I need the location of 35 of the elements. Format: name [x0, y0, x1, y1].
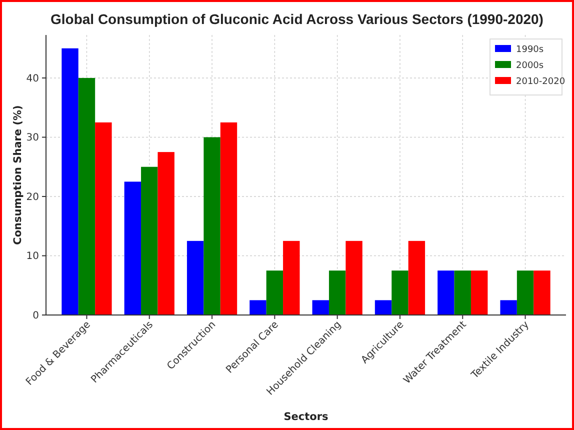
bar	[204, 137, 220, 315]
bar	[158, 152, 174, 315]
bar	[454, 270, 471, 315]
bar	[186, 240, 204, 315]
bar	[438, 270, 454, 315]
bar	[283, 240, 300, 315]
bar	[516, 270, 534, 315]
bar	[141, 166, 158, 315]
bar	[470, 270, 488, 315]
y-tick-label: 30	[26, 132, 39, 144]
chart-title: Global Consumption of Gluconic Acid Across Various Sectors (1990-2020)	[50, 11, 544, 27]
bar	[62, 48, 78, 315]
bar	[392, 270, 408, 315]
y-tick-label: 20	[26, 192, 39, 203]
bar	[500, 300, 517, 315]
legend-label: 2000s	[516, 61, 544, 72]
legend-label: 2010-2020	[516, 77, 566, 88]
bar	[220, 122, 238, 315]
bar	[346, 240, 362, 315]
bar	[374, 300, 392, 315]
bar	[124, 182, 142, 315]
bar	[78, 78, 96, 315]
y-tick-label: 10	[26, 251, 39, 262]
bar	[534, 270, 550, 315]
bar	[250, 300, 266, 315]
bar	[312, 300, 329, 315]
bar	[266, 270, 284, 315]
bar	[328, 270, 346, 315]
y-tick-label: 40	[26, 73, 39, 84]
bar	[95, 122, 112, 315]
bar	[408, 240, 426, 315]
y-tick-label: 0	[32, 310, 39, 322]
y-axis-title: Consumption Share (%)	[12, 105, 24, 245]
x-axis-title: Sectors	[284, 411, 328, 423]
legend-label: 1990s	[516, 45, 544, 56]
